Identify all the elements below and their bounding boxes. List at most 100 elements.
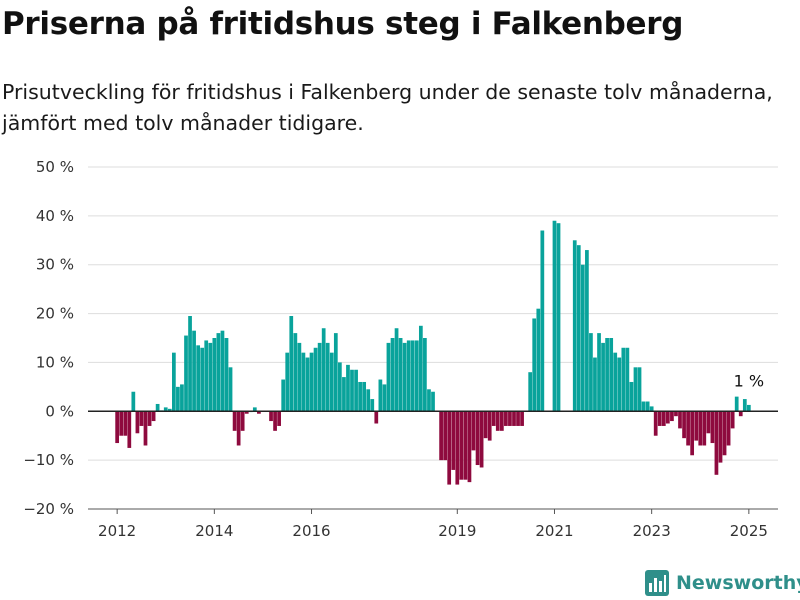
- bar: [621, 347, 626, 412]
- bar: [463, 411, 468, 480]
- bar: [289, 316, 294, 412]
- bar: [471, 411, 476, 451]
- bar: [431, 391, 435, 412]
- bar: [293, 333, 298, 412]
- bar: [196, 345, 201, 412]
- bar: [742, 399, 747, 412]
- bar: [718, 411, 723, 463]
- bar: [738, 411, 743, 417]
- bar: [127, 411, 132, 448]
- bar: [192, 330, 196, 412]
- bar: [483, 411, 488, 439]
- bar: [135, 411, 140, 434]
- bar: [459, 411, 464, 480]
- bar: [410, 340, 415, 412]
- bar: [487, 411, 492, 441]
- bar: [706, 411, 711, 434]
- bar: [240, 411, 245, 431]
- bar: [188, 316, 192, 412]
- y-tick-label: −20 %: [23, 500, 74, 518]
- bar: [451, 411, 456, 470]
- bar: [649, 406, 654, 412]
- bar: [131, 391, 136, 412]
- bar: [495, 411, 500, 431]
- bar: [552, 220, 557, 412]
- bar: [467, 411, 472, 483]
- bar: [447, 411, 452, 485]
- bar: [580, 264, 585, 412]
- bar: [653, 411, 658, 436]
- bar: [301, 352, 306, 412]
- x-tick-label: 2025: [730, 522, 768, 540]
- bar: [722, 411, 727, 456]
- bar: [589, 333, 593, 412]
- bar: [714, 411, 719, 475]
- bar: [585, 250, 589, 412]
- bar: [273, 411, 277, 431]
- bar: [370, 399, 375, 412]
- x-axis: 2012 2014 2016 2019 2021 2023 2025: [88, 508, 778, 540]
- bar: [423, 338, 427, 412]
- bar: [710, 411, 715, 444]
- bar: [516, 411, 520, 426]
- newsworthy-logo: Newsworthy: [645, 570, 800, 596]
- bar: [528, 372, 533, 412]
- bar: [180, 384, 184, 412]
- x-tick-label: 2012: [98, 522, 136, 540]
- bar: [682, 411, 686, 439]
- bar: [147, 411, 152, 426]
- bar: [427, 389, 431, 412]
- bar: [414, 340, 419, 412]
- bar: [350, 369, 354, 412]
- bar: [374, 411, 379, 424]
- bar: [532, 318, 537, 412]
- bar: [220, 330, 225, 412]
- bar: [678, 411, 682, 429]
- bar: [394, 328, 399, 412]
- y-tick-label: 10 %: [36, 353, 74, 371]
- bar: [694, 411, 699, 441]
- bar: [613, 352, 618, 412]
- bar: [499, 411, 504, 431]
- bar: [665, 411, 670, 424]
- bar: [686, 411, 690, 446]
- bar: [418, 325, 423, 412]
- bar: [216, 333, 221, 412]
- bar: [536, 308, 541, 412]
- bar: [277, 411, 281, 426]
- bar: [386, 342, 391, 412]
- bar: [212, 338, 217, 412]
- y-tick-label: −10 %: [23, 451, 74, 469]
- bar: [115, 411, 120, 444]
- bar: [698, 411, 703, 446]
- bar: [362, 381, 367, 412]
- bar: [402, 342, 407, 412]
- bar: [337, 362, 342, 412]
- bar: [151, 411, 156, 422]
- bars: [115, 220, 751, 485]
- bar: [208, 342, 213, 412]
- bar: [641, 401, 646, 412]
- bar: [232, 411, 237, 431]
- bar: [605, 338, 609, 412]
- bar: [491, 411, 496, 426]
- bar: [305, 357, 310, 412]
- y-tick-label: 20 %: [36, 305, 74, 323]
- bar: [690, 411, 695, 456]
- bar: [572, 240, 577, 412]
- bar: [475, 411, 480, 466]
- bar: [184, 335, 188, 412]
- bar: [236, 411, 241, 446]
- bar: [730, 411, 735, 429]
- bar: [597, 333, 601, 412]
- last-value-annotation: 1 %: [734, 371, 764, 390]
- bar: [163, 407, 168, 412]
- x-tick-label: 2016: [292, 522, 330, 540]
- chart-title: Priserna på fritidshus steg i Falkenberg: [2, 6, 684, 42]
- bar: [746, 404, 751, 412]
- bar: [228, 367, 233, 412]
- bar: [633, 367, 638, 412]
- bar: [252, 407, 257, 412]
- bar: [119, 411, 124, 436]
